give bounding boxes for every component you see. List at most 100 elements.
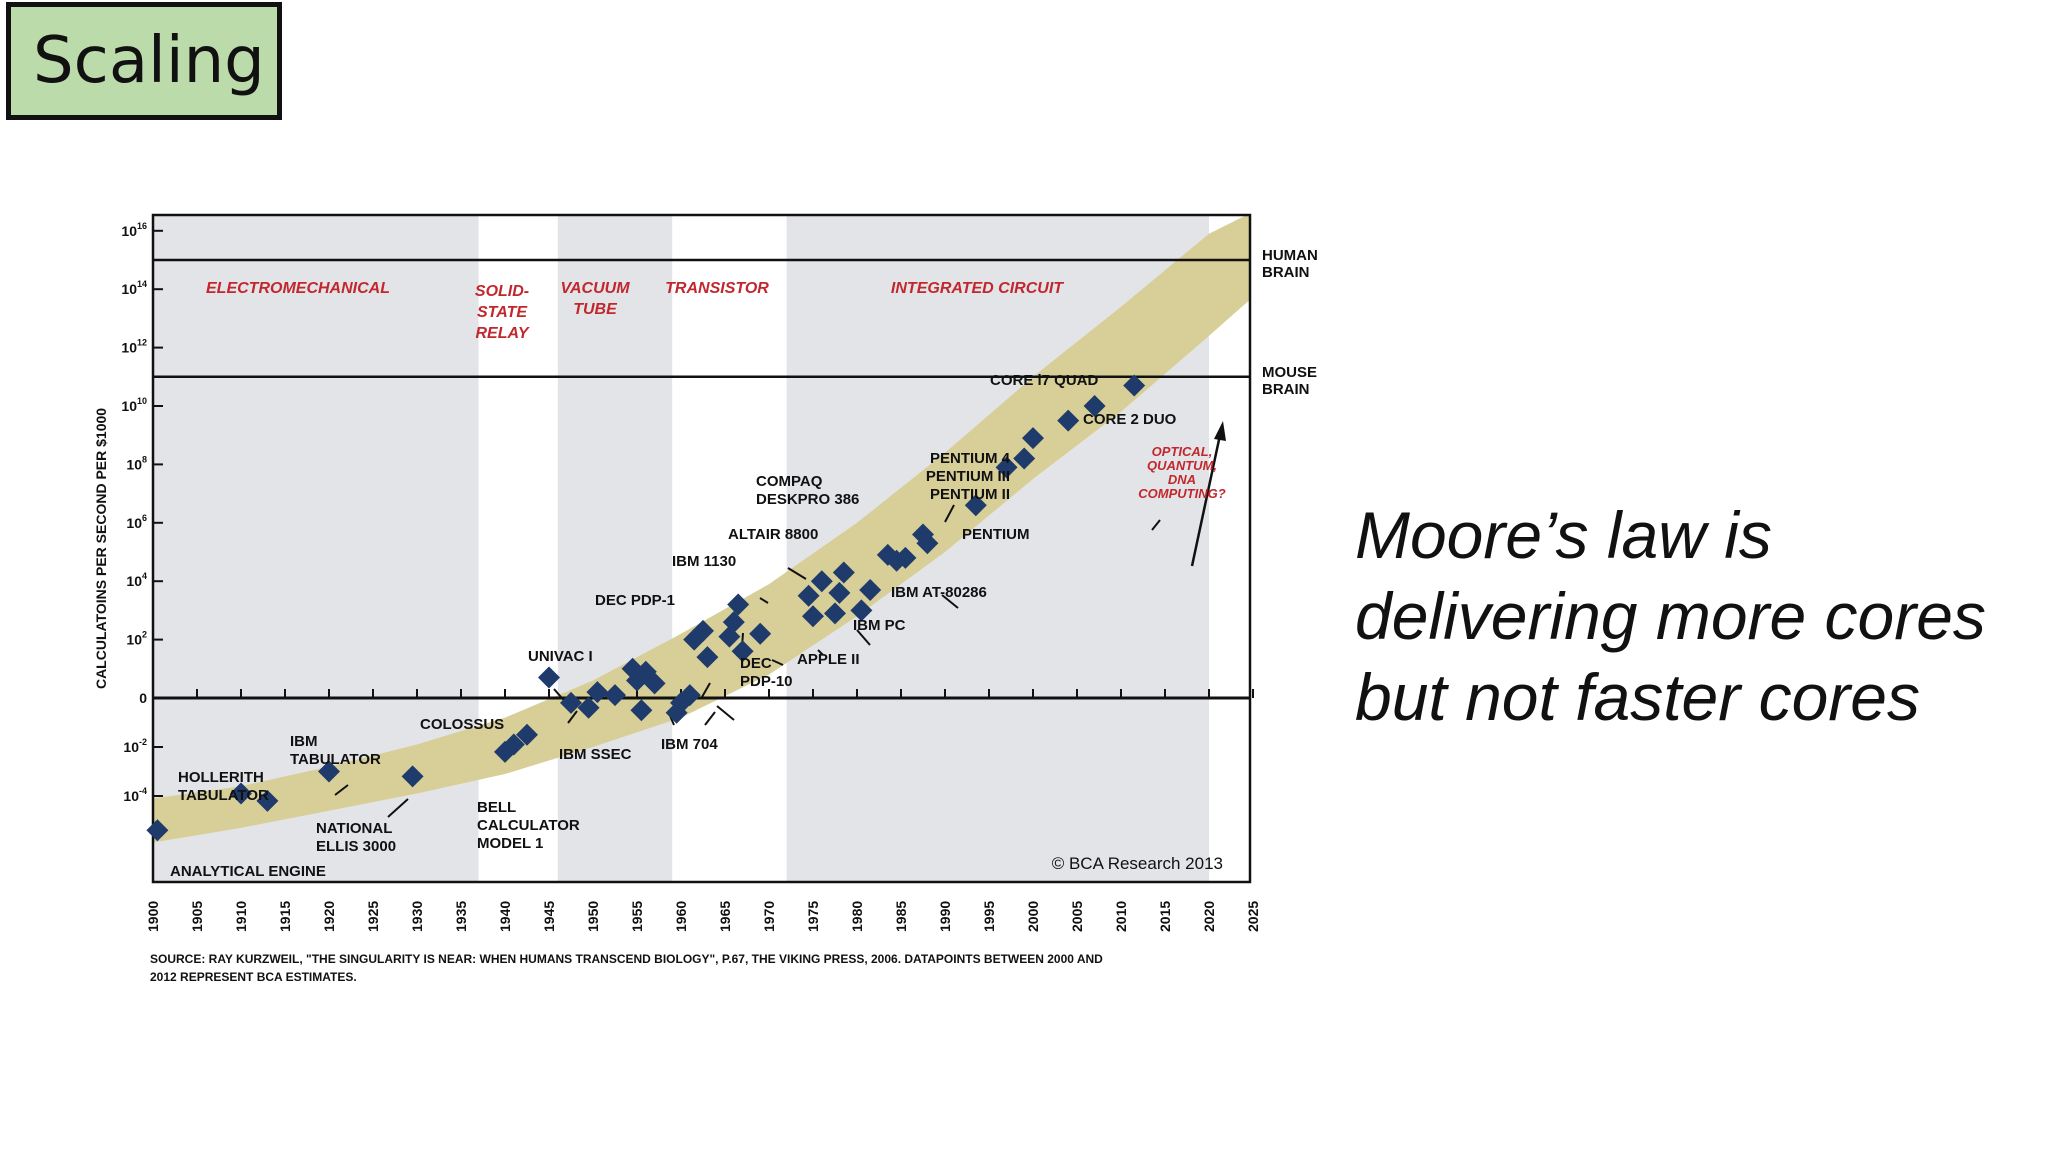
y-tick-label: 1010 bbox=[121, 396, 147, 414]
x-tick-label: 2000 bbox=[1025, 901, 1041, 932]
data-point bbox=[850, 599, 873, 622]
point-annotation: TABULATOR bbox=[178, 787, 269, 804]
future-annotation: QUANTUM, bbox=[1147, 458, 1217, 473]
point-annotation: ANALYTICAL ENGINE bbox=[170, 863, 326, 880]
leader-line bbox=[787, 567, 807, 580]
y-tick-base: 10 bbox=[121, 398, 137, 414]
x-tick-label: 1995 bbox=[981, 901, 997, 932]
point-annotation: HOLLERITH bbox=[178, 769, 264, 786]
future-annotation: COMPUTING? bbox=[1138, 486, 1225, 501]
leader-line bbox=[856, 629, 871, 646]
data-point bbox=[230, 782, 252, 805]
y-tick-sup: 10 bbox=[137, 396, 147, 406]
y-tick-sup: 16 bbox=[137, 221, 147, 231]
data-point bbox=[749, 622, 772, 645]
x-tick-label: 1975 bbox=[805, 901, 821, 932]
data-point bbox=[1057, 409, 1080, 432]
data-point bbox=[722, 611, 745, 634]
copyright-label: © BCA Research 2013 bbox=[1052, 854, 1223, 873]
reference-label: MOUSE bbox=[1262, 364, 1317, 381]
y-tick-sup: -4 bbox=[139, 786, 147, 796]
data-point bbox=[630, 699, 653, 722]
reference-label: HUMAN bbox=[1262, 247, 1318, 264]
data-point bbox=[643, 672, 666, 695]
point-annotation: PDP-10 bbox=[740, 673, 793, 690]
y-tick-label: 1012 bbox=[121, 338, 147, 356]
y-axis-title: CALCULATOINS PER SECOND PER $1000 bbox=[93, 408, 109, 689]
leader-line bbox=[701, 682, 711, 698]
chart-svg: ELECTROMECHANICAL SOLID- STATE RELAY VACUUM T… bbox=[93, 213, 1318, 984]
data-point bbox=[894, 546, 917, 569]
quote-line: Moore’s law is bbox=[1355, 498, 1772, 572]
point-annotation: ALTAIR 8800 bbox=[728, 526, 818, 543]
point-annotation: PENTIUM III bbox=[926, 468, 1010, 485]
reference-label: BRAIN bbox=[1262, 381, 1310, 398]
point-annotation: IBM bbox=[290, 733, 318, 750]
leader-line bbox=[567, 710, 578, 724]
point-annotation: APPLE II bbox=[797, 651, 860, 668]
x-tick-label: 1900 bbox=[145, 901, 161, 932]
source-note: SOURCE: RAY KURZWEIL, "THE SINGULARITY I… bbox=[150, 952, 1103, 966]
data-point bbox=[626, 669, 648, 692]
data-point bbox=[577, 696, 600, 719]
data-point bbox=[1083, 395, 1106, 417]
x-tick-label: 1935 bbox=[453, 901, 469, 932]
x-tick-label: 1955 bbox=[629, 901, 645, 932]
leader-line bbox=[944, 504, 955, 523]
y-tick-label: 1016 bbox=[121, 221, 147, 239]
point-annotation: IBM 1130 bbox=[672, 553, 736, 570]
x-tick-label: 2010 bbox=[1113, 901, 1129, 932]
y-tick-label: 102 bbox=[126, 630, 147, 648]
future-arrow-head bbox=[1214, 421, 1226, 441]
data-point bbox=[604, 684, 626, 707]
data-point bbox=[797, 584, 820, 607]
slide-title-box: Scaling bbox=[6, 2, 282, 120]
y-tick-base: 10 bbox=[126, 632, 142, 648]
y-tick-base: 10 bbox=[121, 340, 137, 356]
data-point bbox=[256, 789, 279, 812]
data-point bbox=[1022, 427, 1044, 450]
era-label: TRANSISTOR bbox=[665, 280, 769, 297]
data-point bbox=[859, 578, 882, 601]
point-annotation: DEC bbox=[740, 655, 772, 672]
point-annotation: PENTIUM II bbox=[930, 486, 1010, 503]
data-point bbox=[538, 666, 560, 689]
data-point bbox=[502, 733, 525, 756]
data-point bbox=[560, 691, 582, 714]
y-tick-sup: 8 bbox=[142, 454, 147, 464]
data-point bbox=[832, 561, 855, 584]
leader-line bbox=[704, 711, 716, 726]
y-tick-sup: 12 bbox=[137, 338, 147, 348]
leader-line bbox=[1151, 519, 1161, 531]
leader-line bbox=[941, 594, 959, 609]
data-point bbox=[1123, 374, 1146, 397]
data-point bbox=[727, 593, 750, 616]
y-tick-sup: 2 bbox=[142, 630, 147, 640]
x-tick-label: 1990 bbox=[937, 901, 953, 932]
data-point bbox=[678, 684, 701, 707]
x-tick-label: 1960 bbox=[673, 901, 689, 932]
x-tick-label: 1965 bbox=[717, 901, 733, 932]
x-tick-label: 1980 bbox=[849, 901, 865, 932]
leader-line bbox=[387, 798, 409, 818]
moores-law-chart: ELECTROMECHANICAL SOLID- STATE RELAY VACUUM T… bbox=[90, 205, 1350, 1005]
era-label: RELAY bbox=[475, 325, 529, 342]
future-annotation: OPTICAL, bbox=[1152, 444, 1213, 459]
data-point bbox=[516, 723, 538, 746]
x-tick-label: 1985 bbox=[893, 901, 909, 932]
x-tick-label: 1970 bbox=[761, 901, 777, 932]
leader-line bbox=[334, 784, 349, 796]
data-point bbox=[876, 543, 899, 566]
y-tick-sup: 14 bbox=[137, 279, 147, 289]
point-annotation: COMPAQ bbox=[756, 473, 823, 490]
data-point bbox=[401, 765, 424, 788]
data-point bbox=[1013, 447, 1036, 470]
era-label: ELECTROMECHANICAL bbox=[206, 280, 390, 297]
point-annotation: CALCULATOR bbox=[477, 817, 580, 834]
data-point bbox=[916, 532, 939, 555]
y-tick-label: 10-2 bbox=[123, 737, 147, 755]
point-annotation: CORE i7 QUAD bbox=[990, 372, 1099, 389]
data-point bbox=[586, 681, 609, 704]
y-tick-base: 10 bbox=[123, 739, 139, 755]
y-tick-sup: 4 bbox=[142, 571, 147, 581]
